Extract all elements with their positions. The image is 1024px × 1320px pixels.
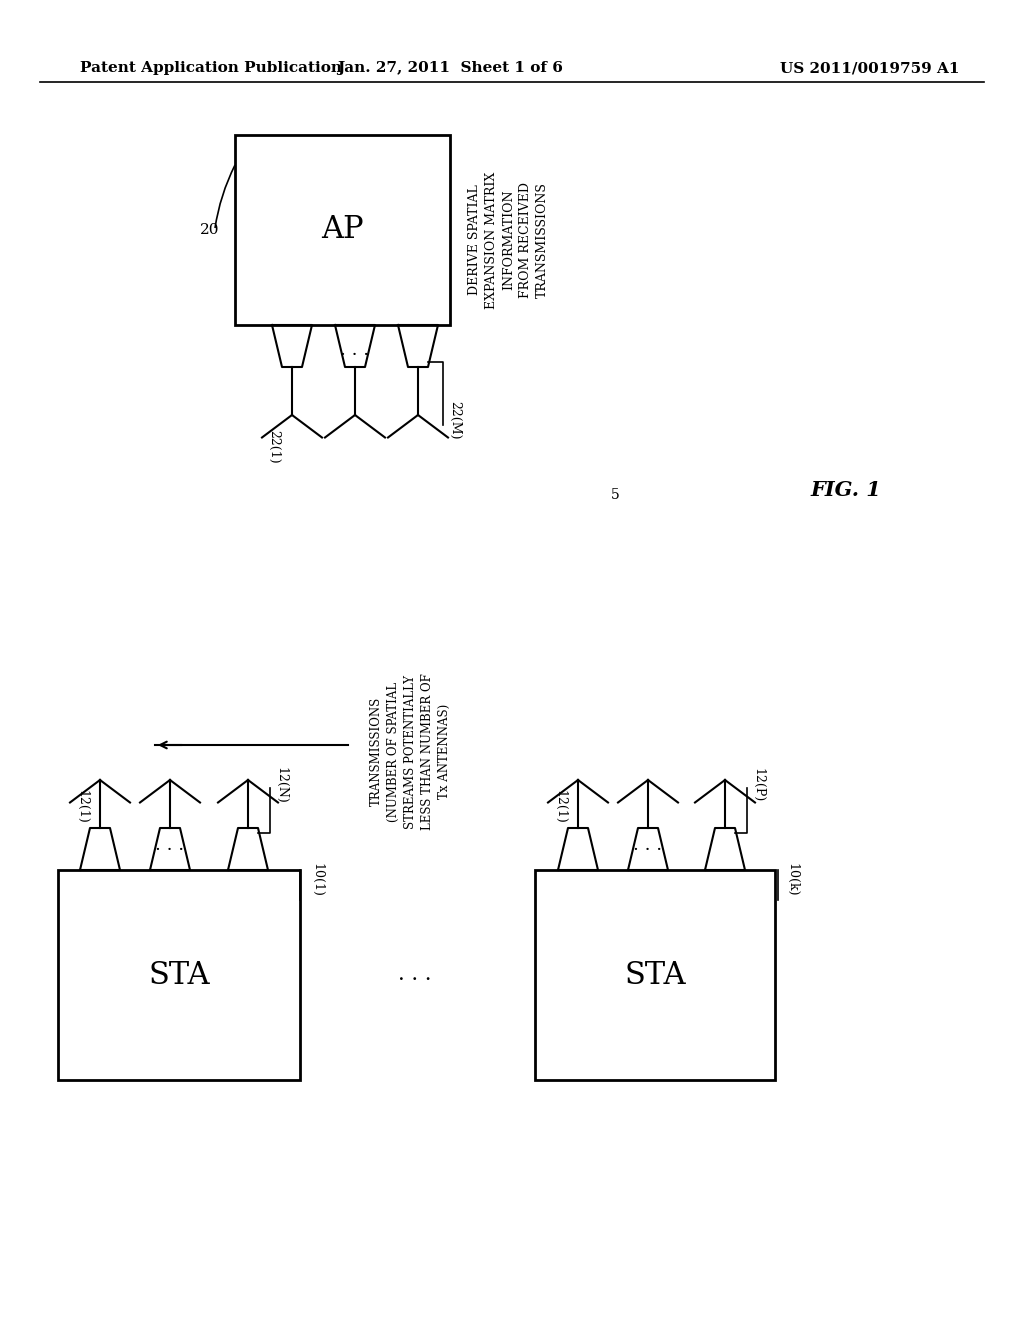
Text: . . .: . . .: [156, 836, 184, 854]
Text: 20: 20: [200, 223, 219, 238]
Bar: [535, 870, 775, 1080]
Text: 10(1): 10(1): [310, 863, 323, 896]
Text: 12(N): 12(N): [274, 767, 287, 804]
Text: 22(1): 22(1): [267, 430, 281, 463]
Bar: [234, 135, 450, 325]
Text: STA: STA: [625, 960, 686, 990]
Text: . . .: . . .: [340, 341, 370, 359]
Text: TRANSMISSIONS
(NUMBER OF SPATIAL
STREAMS POTENTIALLY
LESS THAN NUMBER OF
Tx ANTE: TRANSMISSIONS (NUMBER OF SPATIAL STREAMS…: [370, 673, 451, 830]
Bar: [58, 870, 300, 1080]
Text: 12(1): 12(1): [76, 789, 88, 824]
Text: 5: 5: [610, 488, 620, 502]
Text: DERIVE SPATIAL
EXPANSION MATRIX
INFORMATION
FROM RECEIVED
TRANSMISSIONS: DERIVE SPATIAL EXPANSION MATRIX INFORMAT…: [468, 172, 549, 309]
Text: 22(M): 22(M): [449, 401, 461, 440]
Text: Patent Application Publication: Patent Application Publication: [80, 61, 342, 75]
Text: STA: STA: [148, 960, 210, 990]
Text: . . .: . . .: [634, 836, 663, 854]
Text: US 2011/0019759 A1: US 2011/0019759 A1: [780, 61, 961, 75]
Text: . . .: . . .: [398, 965, 432, 985]
Text: FIG. 1: FIG. 1: [810, 480, 881, 500]
Text: AP: AP: [322, 214, 364, 246]
Text: 12(1): 12(1): [554, 789, 566, 824]
Text: 12(P): 12(P): [751, 768, 764, 803]
Text: Jan. 27, 2011  Sheet 1 of 6: Jan. 27, 2011 Sheet 1 of 6: [337, 61, 563, 75]
Text: 10(k): 10(k): [785, 863, 798, 896]
